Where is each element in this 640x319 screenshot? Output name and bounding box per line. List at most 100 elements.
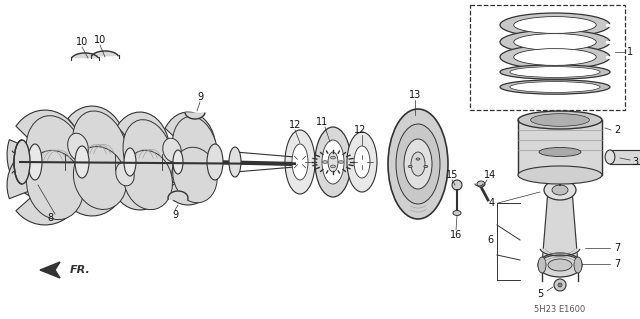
Ellipse shape — [416, 158, 420, 160]
Ellipse shape — [514, 33, 596, 50]
Ellipse shape — [531, 114, 589, 126]
Ellipse shape — [172, 116, 218, 183]
Ellipse shape — [75, 146, 89, 178]
Ellipse shape — [477, 181, 485, 187]
Ellipse shape — [72, 111, 127, 185]
Polygon shape — [540, 249, 580, 256]
Text: 7: 7 — [614, 259, 620, 269]
Ellipse shape — [452, 180, 462, 190]
Ellipse shape — [396, 124, 440, 204]
Ellipse shape — [548, 259, 572, 271]
Ellipse shape — [292, 144, 308, 180]
Ellipse shape — [408, 165, 412, 167]
Ellipse shape — [605, 150, 615, 164]
Polygon shape — [160, 112, 216, 188]
Ellipse shape — [554, 279, 566, 291]
Text: 2: 2 — [614, 125, 620, 135]
Polygon shape — [40, 262, 60, 278]
Text: 13: 13 — [409, 90, 421, 100]
Ellipse shape — [229, 147, 241, 177]
Ellipse shape — [500, 65, 610, 79]
Ellipse shape — [26, 116, 84, 194]
Ellipse shape — [552, 185, 568, 195]
Ellipse shape — [207, 144, 223, 180]
Ellipse shape — [510, 67, 600, 78]
Ellipse shape — [123, 120, 173, 190]
Text: 8: 8 — [47, 213, 53, 223]
Ellipse shape — [323, 161, 328, 163]
Ellipse shape — [558, 283, 562, 287]
Ellipse shape — [411, 152, 425, 176]
Ellipse shape — [68, 133, 88, 161]
Polygon shape — [542, 190, 578, 265]
Text: 12: 12 — [354, 125, 366, 135]
Ellipse shape — [538, 253, 582, 277]
Ellipse shape — [163, 138, 181, 162]
Ellipse shape — [173, 147, 218, 203]
Text: 5: 5 — [537, 289, 543, 299]
Text: 9: 9 — [172, 210, 178, 220]
Polygon shape — [110, 112, 170, 192]
Ellipse shape — [330, 156, 335, 159]
Polygon shape — [12, 168, 48, 173]
Polygon shape — [58, 106, 126, 190]
Ellipse shape — [557, 173, 563, 179]
Ellipse shape — [116, 162, 134, 186]
Ellipse shape — [322, 140, 344, 184]
Text: 7: 7 — [614, 243, 620, 253]
Text: 9: 9 — [197, 92, 203, 102]
Ellipse shape — [124, 148, 136, 176]
Polygon shape — [58, 140, 126, 216]
Ellipse shape — [424, 165, 428, 167]
Ellipse shape — [173, 150, 183, 174]
Ellipse shape — [514, 48, 596, 65]
Ellipse shape — [518, 111, 602, 129]
Text: 1: 1 — [627, 47, 633, 57]
Ellipse shape — [315, 127, 351, 197]
Ellipse shape — [330, 165, 335, 168]
Polygon shape — [7, 110, 83, 200]
Ellipse shape — [538, 257, 546, 273]
Polygon shape — [610, 150, 640, 164]
Ellipse shape — [354, 146, 370, 178]
Ellipse shape — [28, 144, 42, 180]
Text: 10: 10 — [94, 35, 106, 45]
Text: 15: 15 — [446, 170, 458, 180]
Ellipse shape — [285, 130, 315, 194]
Ellipse shape — [574, 257, 582, 273]
Polygon shape — [185, 113, 205, 119]
Ellipse shape — [347, 132, 377, 192]
Ellipse shape — [518, 166, 602, 184]
Text: FR.: FR. — [70, 265, 91, 275]
Ellipse shape — [500, 45, 610, 69]
Polygon shape — [7, 145, 83, 225]
Ellipse shape — [26, 151, 84, 219]
Ellipse shape — [500, 30, 610, 54]
Polygon shape — [518, 120, 602, 175]
Ellipse shape — [404, 139, 432, 189]
Polygon shape — [160, 141, 216, 205]
Polygon shape — [540, 255, 580, 262]
Polygon shape — [72, 53, 98, 58]
Polygon shape — [12, 151, 48, 156]
Text: 14: 14 — [484, 170, 496, 180]
Text: 5H23 E1600: 5H23 E1600 — [534, 306, 586, 315]
Polygon shape — [168, 191, 188, 199]
Text: 4: 4 — [489, 198, 495, 208]
Text: 10: 10 — [76, 37, 88, 47]
Polygon shape — [110, 140, 170, 210]
Ellipse shape — [339, 161, 344, 163]
Ellipse shape — [500, 13, 610, 37]
Ellipse shape — [544, 180, 576, 200]
Ellipse shape — [514, 17, 596, 33]
Polygon shape — [92, 51, 118, 56]
Text: 12: 12 — [289, 120, 301, 130]
Text: 3: 3 — [632, 157, 638, 167]
Ellipse shape — [539, 147, 581, 157]
Ellipse shape — [510, 82, 600, 93]
Ellipse shape — [453, 211, 461, 216]
Ellipse shape — [388, 109, 448, 219]
Text: 16: 16 — [450, 230, 462, 240]
Text: 6: 6 — [487, 235, 493, 245]
Ellipse shape — [328, 152, 338, 172]
